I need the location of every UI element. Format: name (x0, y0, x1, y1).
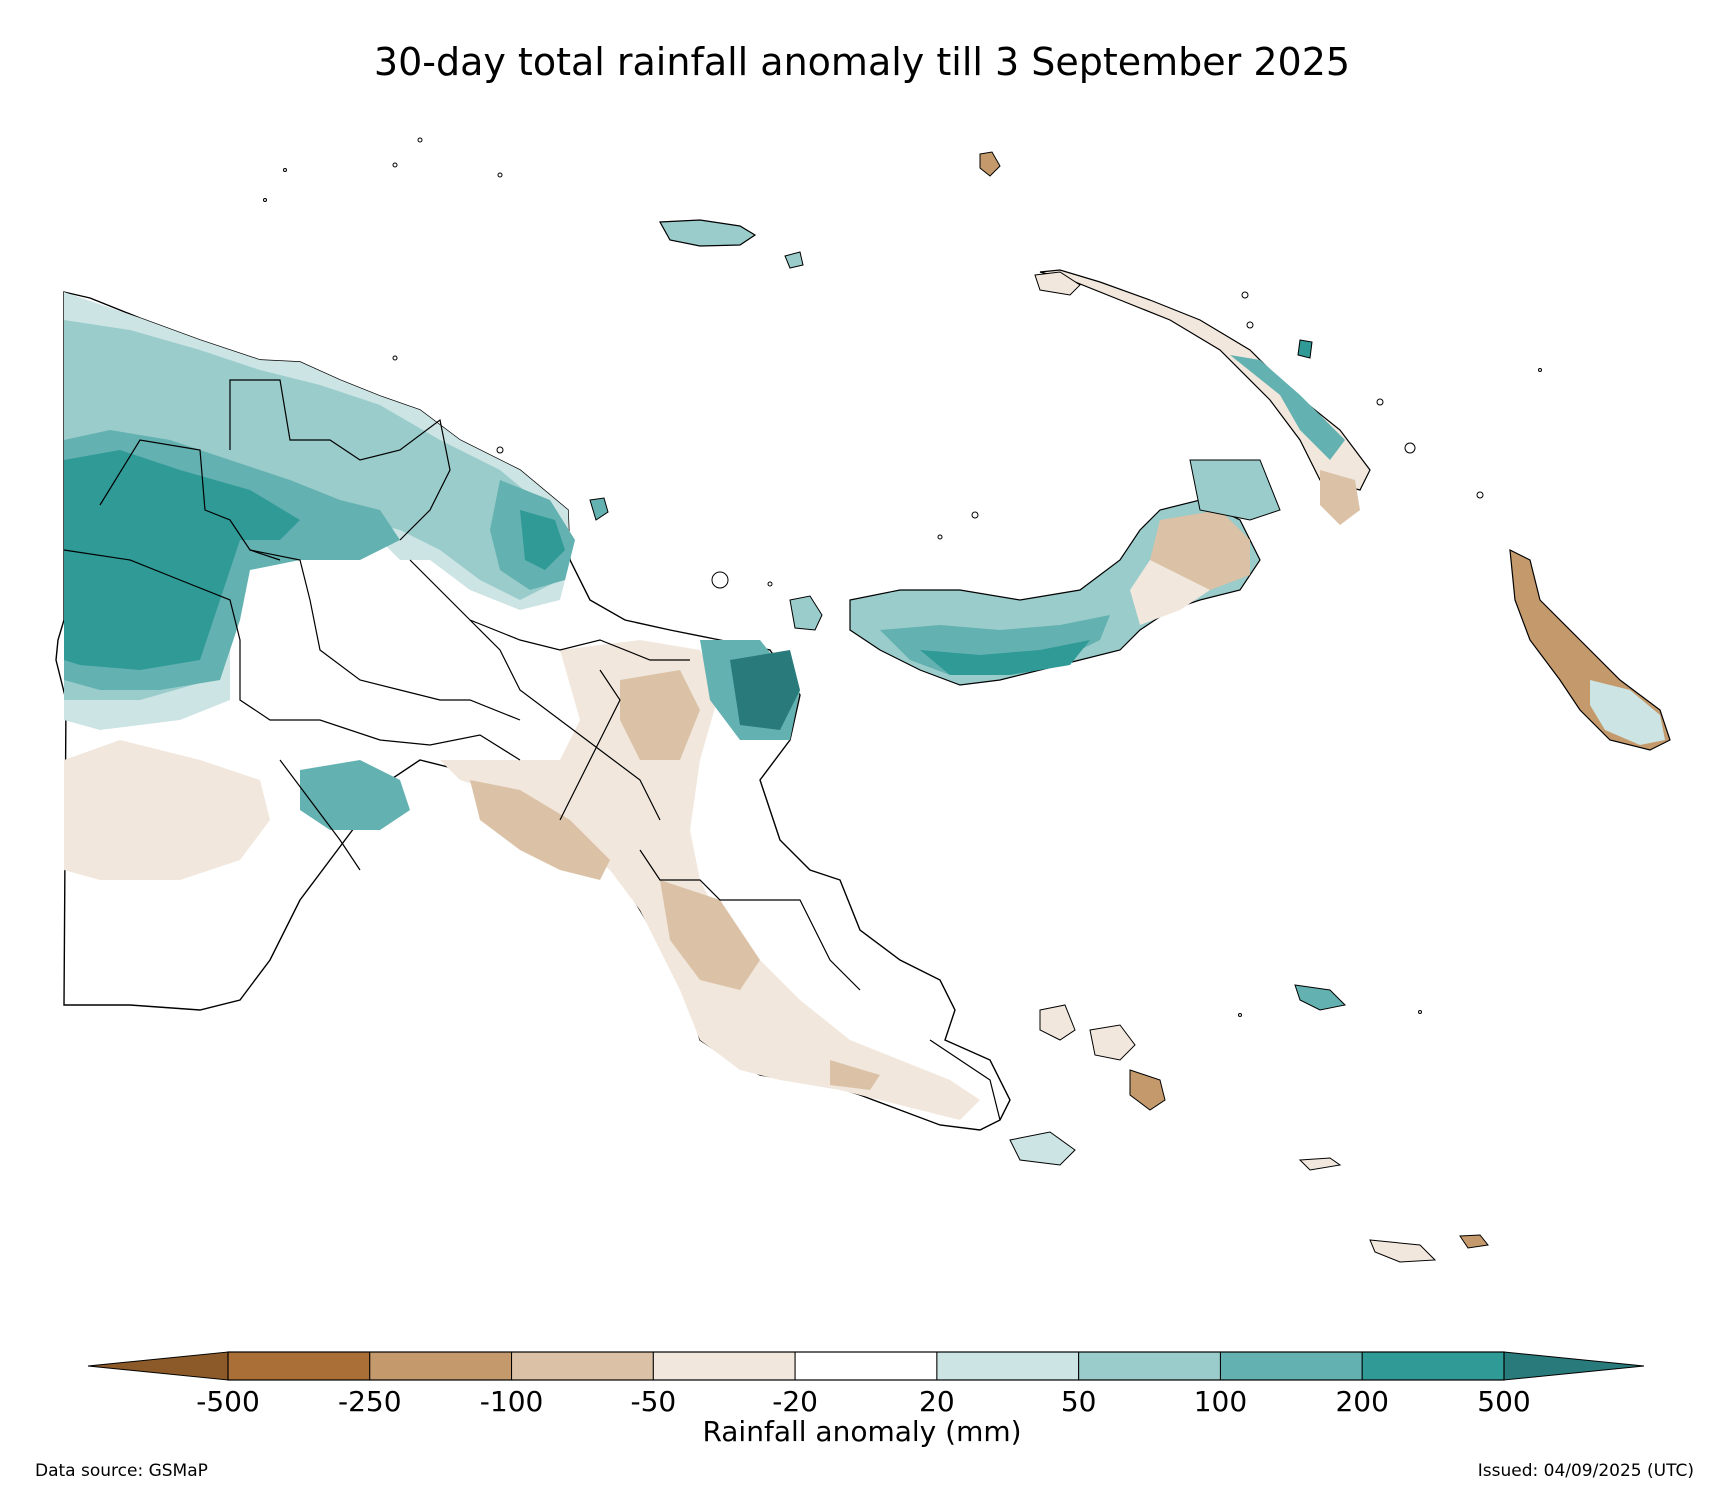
long-island (789, 595, 823, 631)
province-borders (63, 379, 1001, 1121)
se-dry-patch-50 (660, 880, 760, 990)
misima-island (1369, 1239, 1437, 1263)
colorbar-bin-4 (794, 1351, 938, 1381)
colorbar-bin-3 (652, 1351, 796, 1381)
woodlark-islet (1298, 1157, 1342, 1171)
data-source-note: Data source: GSMaP (35, 1461, 208, 1481)
colorbar-bin-6 (1078, 1351, 1221, 1381)
central-wet-patch (300, 760, 410, 830)
new-hanover-island (1034, 271, 1081, 296)
wuvulu-islet (979, 151, 1001, 177)
goodenough-island (1039, 1004, 1076, 1041)
manus-east-islet (784, 251, 804, 269)
colorbar-label: Rainfall anomaly (mm) (702, 1415, 1022, 1448)
rossel-islet (1459, 1234, 1489, 1249)
new-ireland-northwest-wet (1189, 459, 1281, 521)
trobriand-island (1294, 984, 1347, 1011)
issued-date: Issued: 04/09/2025 (UTC) (1477, 1461, 1694, 1481)
new-britain-east-light (1130, 560, 1210, 625)
new-ireland-wet (1230, 355, 1345, 460)
colorbar-tick-label: 50 (1060, 1385, 1097, 1418)
samarai-islands (1009, 1131, 1076, 1166)
colorbar-extend-high (1503, 1351, 1645, 1381)
lihir-island (1297, 339, 1313, 359)
colorbar-tick-label: 500 (1477, 1385, 1531, 1418)
colorbar-extend-low (87, 1351, 229, 1381)
colorbar-tick-label: -100 (479, 1385, 544, 1418)
se-dry-patch-50b (830, 1060, 880, 1090)
bougainville-south-wet (1590, 680, 1665, 745)
fergusson-island (1089, 1024, 1136, 1061)
new-ireland-south-dry (1320, 470, 1360, 525)
east-wet-patch-500 (730, 650, 800, 730)
colorbar-tick-label: -250 (337, 1385, 402, 1418)
new-britain-wet-500 (920, 640, 1090, 675)
small-islets (263, 137, 1542, 1017)
colorbar-bin-0 (227, 1351, 371, 1381)
colorbar-tick-label: -500 (196, 1385, 260, 1418)
colorbar-tick-label: -50 (630, 1385, 677, 1418)
south-dry-zone-20 (64, 740, 270, 880)
normanby-island (1129, 1069, 1166, 1111)
central-dry-zone-20 (440, 640, 980, 1120)
ne-coast-wet-500 (520, 510, 565, 570)
colorbar-bin-1 (369, 1351, 513, 1381)
colorbar-tick-label: 100 (1193, 1385, 1248, 1418)
nw-wet-zone-500 (64, 450, 300, 670)
colorbar-frame (227, 1351, 1505, 1381)
papua-new-guinea-map (55, 137, 1671, 1263)
central-dry-zone-50 (620, 670, 700, 760)
coastal-dry-zone-50 (470, 780, 610, 880)
new-britain-east-dry (1150, 510, 1250, 590)
colorbar-tick-label: 20 (919, 1385, 955, 1418)
colorbar-tick-label: -20 (772, 1385, 818, 1418)
colorbar-bin-2 (511, 1351, 654, 1381)
karkar-island (589, 497, 609, 521)
figure-title: 30-day total rainfall anomaly till 3 Sep… (373, 40, 1351, 84)
colorbar-tick-label: 200 (1335, 1385, 1389, 1418)
colorbar-bin-8 (1361, 1351, 1505, 1381)
colorbar-bin-5 (936, 1351, 1080, 1381)
new-ireland-island (1039, 269, 1371, 491)
manus-island (659, 219, 757, 247)
colorbar-bin-7 (1219, 1351, 1363, 1381)
